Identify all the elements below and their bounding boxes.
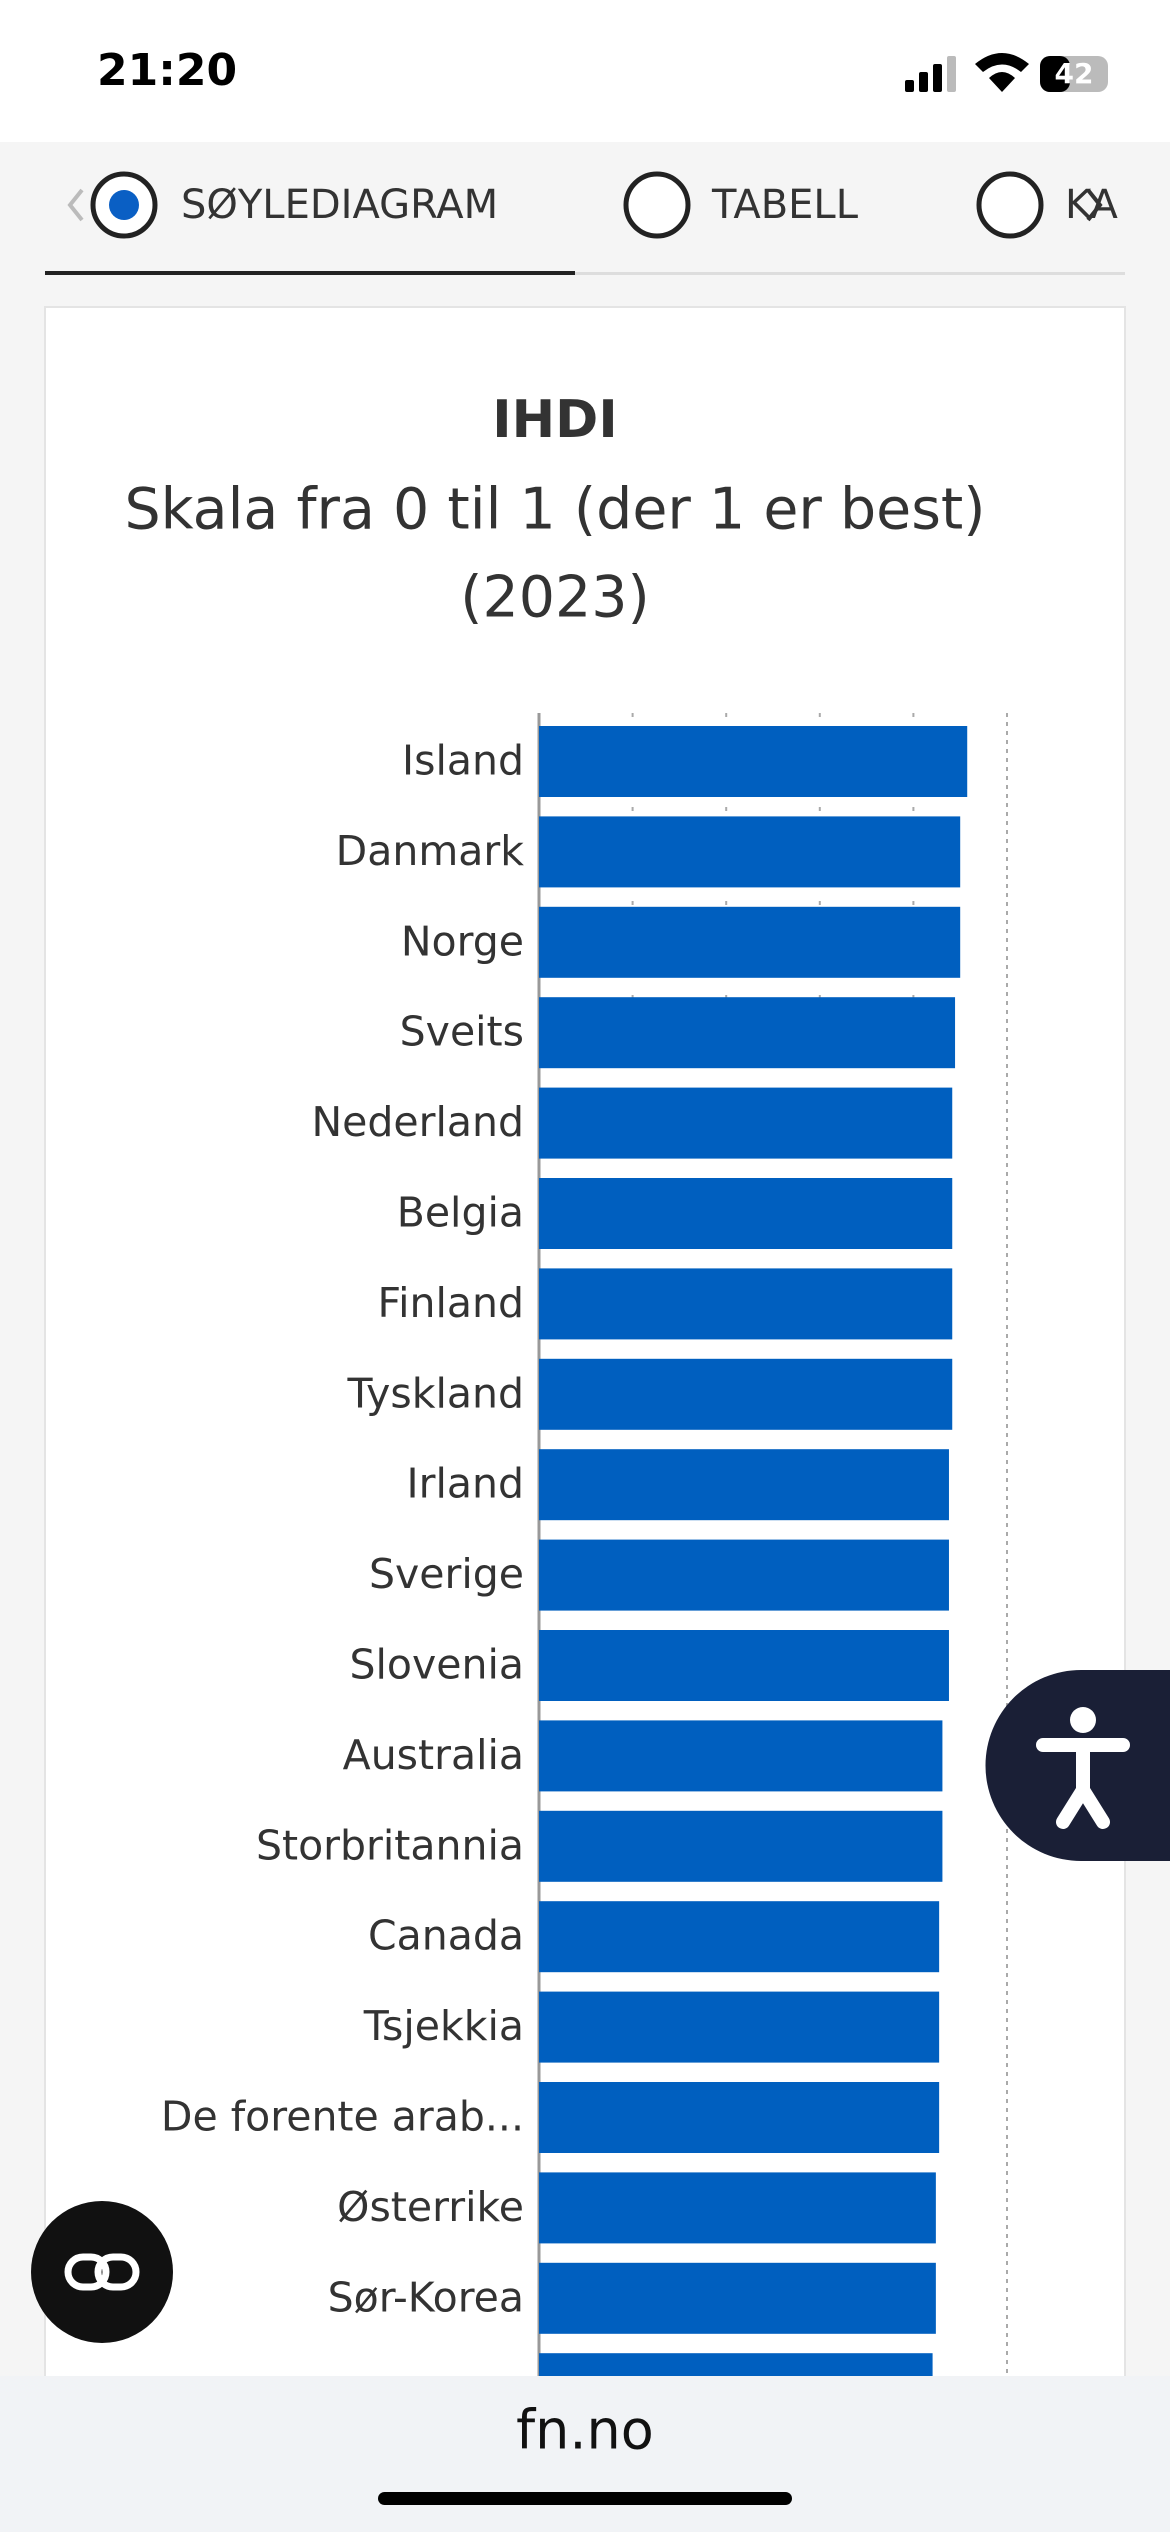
radio[interactable]: [623, 171, 691, 239]
y-tick-label: Australia: [343, 1731, 524, 1779]
tab-rule: [45, 272, 1125, 275]
chart-subtitle: Skala fra 0 til 1 (der 1 er best): [124, 477, 985, 543]
bar: [539, 1178, 953, 1249]
y-tick-label: Sør-Korea: [328, 2273, 524, 2321]
bar: [539, 1449, 949, 1521]
y-tick-label: Storbritannia: [256, 1821, 524, 1869]
browser-footer: [0, 2376, 1170, 2532]
radio-dot: [109, 190, 139, 220]
tab-next[interactable]: [1086, 188, 1103, 222]
tabs: SØYLEDIAGRAM TABELL KA: [45, 171, 1125, 275]
tab-label[interactable]: TABELL: [711, 182, 859, 228]
plot: Island Danmark Norge Sveits Nederland Belgia F…: [161, 713, 1008, 2425]
bar: [539, 1810, 943, 1882]
accessibility-icon: [1036, 1707, 1130, 1829]
y-tick-label: Belgia: [397, 1189, 524, 1237]
reader-button[interactable]: [31, 2201, 173, 2343]
y-tick-label: Tsjekkia: [363, 2002, 524, 2050]
y-tick-label: Slovenia: [350, 1641, 525, 1689]
bar: [539, 1539, 949, 1611]
bar: [539, 1630, 949, 1701]
bar: [539, 1087, 953, 1159]
y-tick-label: Sverige: [369, 1550, 524, 1598]
bar: [539, 726, 968, 797]
tab-prev[interactable]: [67, 188, 84, 222]
bar: [539, 1720, 943, 1792]
bar: [539, 2172, 936, 2244]
y-tick-label: Danmark: [336, 827, 525, 875]
radio[interactable]: [976, 171, 1044, 239]
y-tick-label: De forente arab...: [161, 2093, 524, 2141]
y-tick-label: Finland: [377, 1279, 524, 1327]
battery-text: 42: [1055, 57, 1094, 90]
tab-underline: [45, 271, 575, 275]
home-indicator: [378, 2492, 792, 2505]
bar: [539, 816, 961, 888]
tab-label[interactable]: KA: [1065, 182, 1119, 228]
y-tick-label: Østerrike: [337, 2183, 524, 2231]
y-tick-label: Island: [402, 737, 524, 785]
bar: [539, 997, 956, 1069]
wifi: [975, 53, 1029, 92]
reader-icon: [64, 2253, 140, 2291]
bar: [539, 1268, 953, 1340]
y-tick-label: Tyskland: [346, 1369, 524, 1417]
bar: [539, 906, 961, 978]
bar: [539, 1991, 940, 2063]
y-tick-label: Nederland: [311, 1098, 524, 1146]
signal: [905, 56, 956, 92]
y-tick-label: Canada: [368, 1912, 524, 1960]
bar: [539, 2082, 940, 2153]
bar: [539, 2262, 936, 2334]
y-tick-label: Norge: [401, 917, 524, 965]
tab-clip: KA: [1065, 182, 1119, 228]
time: 21:20: [97, 45, 237, 96]
url[interactable]: fn.no: [516, 2399, 654, 2462]
status-bar: [0, 0, 1170, 142]
bar: [539, 1358, 953, 1430]
bar: [539, 1901, 940, 1973]
y-tick-label: Irland: [407, 1460, 524, 1508]
tab-label[interactable]: SØYLEDIAGRAM: [181, 182, 498, 228]
y-tick-label: Sveits: [400, 1008, 524, 1056]
battery-level: [1040, 56, 1070, 92]
chart-subtitle: (2023): [460, 565, 650, 631]
chart-title: IHDI: [492, 390, 617, 450]
